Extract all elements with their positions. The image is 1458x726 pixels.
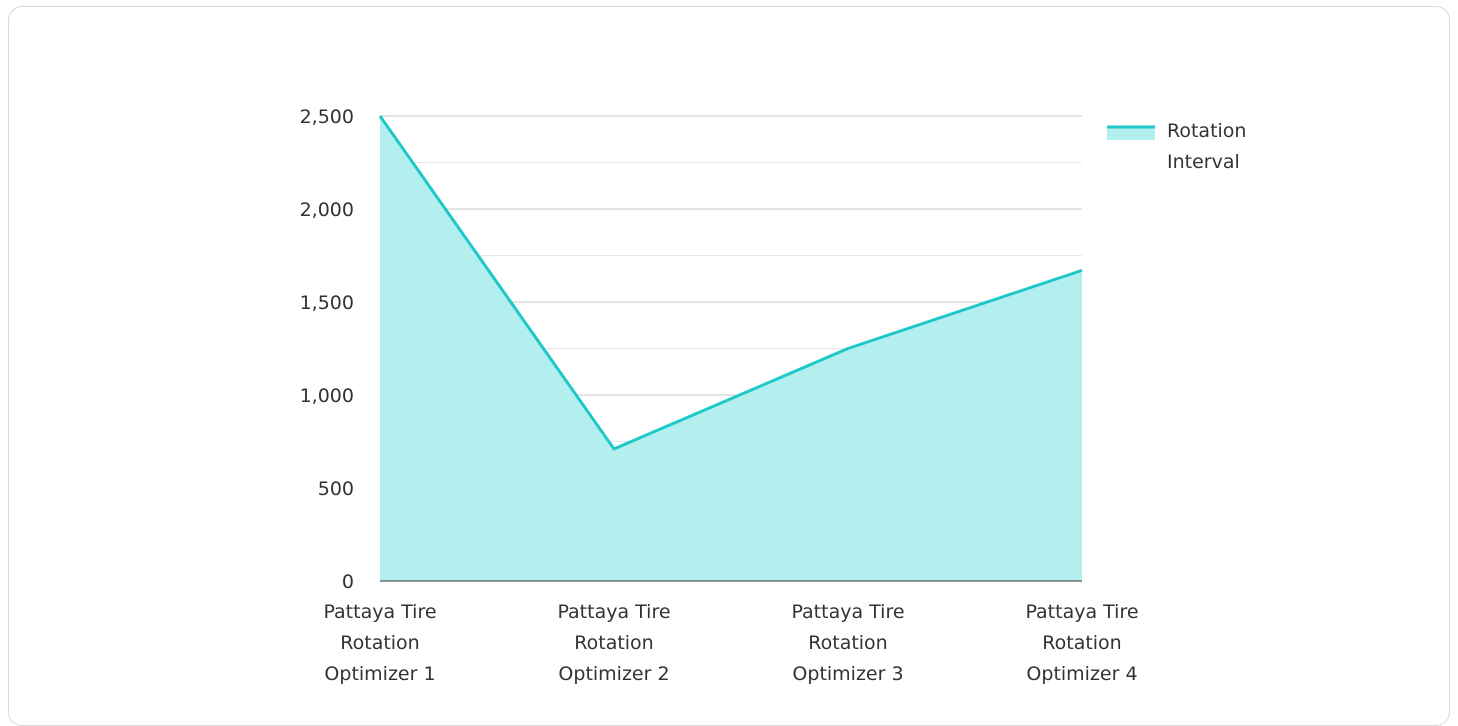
x-tick-label: Pattaya Tire Rotation Optimizer 4	[1025, 601, 1138, 685]
y-tick-label: 500	[318, 478, 354, 500]
x-tick-label-line: Pattaya Tire	[791, 601, 904, 623]
y-tick-label: 1,500	[300, 292, 354, 314]
y-tick-label: 2,500	[300, 106, 354, 128]
x-tick-label-line: Pattaya Tire	[557, 601, 670, 623]
series-line-rotation-interval	[378, 115, 1083, 451]
x-tick-label-line: Rotation	[574, 632, 653, 654]
x-tick-label-line: Pattaya Tire	[323, 601, 436, 623]
legend-label-line-2: Interval	[1167, 151, 1240, 173]
area-chart: 0 500 1,000 1,500 2,000 2,500 Pattaya Tire Rot…	[300, 106, 1253, 685]
chart-card	[8, 6, 1450, 726]
x-tick-label-line: Pattaya Tire	[1025, 601, 1138, 623]
legend-swatch-fill	[1107, 126, 1155, 140]
legend[interactable]: Rotation Interval	[1107, 120, 1253, 173]
x-tick-label: Pattaya Tire Rotation Optimizer 2	[557, 601, 670, 685]
legend-label-line-1: Rotation	[1167, 120, 1246, 142]
y-tick-label: 0	[342, 571, 354, 593]
legend-label: Rotation Interval	[1167, 120, 1253, 173]
y-tick-label: 2,000	[300, 199, 354, 221]
x-tick-label-line: Optimizer 4	[1026, 663, 1137, 685]
x-tick-label: Pattaya Tire Rotation Optimizer 3	[791, 601, 904, 685]
x-tick-label: Pattaya Tire Rotation Optimizer 1	[323, 601, 436, 685]
y-axis-tick-labels: 0 500 1,000 1,500 2,000 2,500	[300, 106, 354, 593]
x-tick-label-line: Optimizer 2	[558, 663, 669, 685]
x-tick-label-line: Rotation	[1042, 632, 1121, 654]
x-tick-label-line: Optimizer 3	[792, 663, 903, 685]
x-tick-label-line: Rotation	[808, 632, 887, 654]
series-area-rotation-interval	[380, 116, 1082, 581]
x-tick-label-line: Rotation	[340, 632, 419, 654]
x-tick-label-line: Optimizer 1	[324, 663, 435, 685]
y-tick-label: 1,000	[300, 385, 354, 407]
